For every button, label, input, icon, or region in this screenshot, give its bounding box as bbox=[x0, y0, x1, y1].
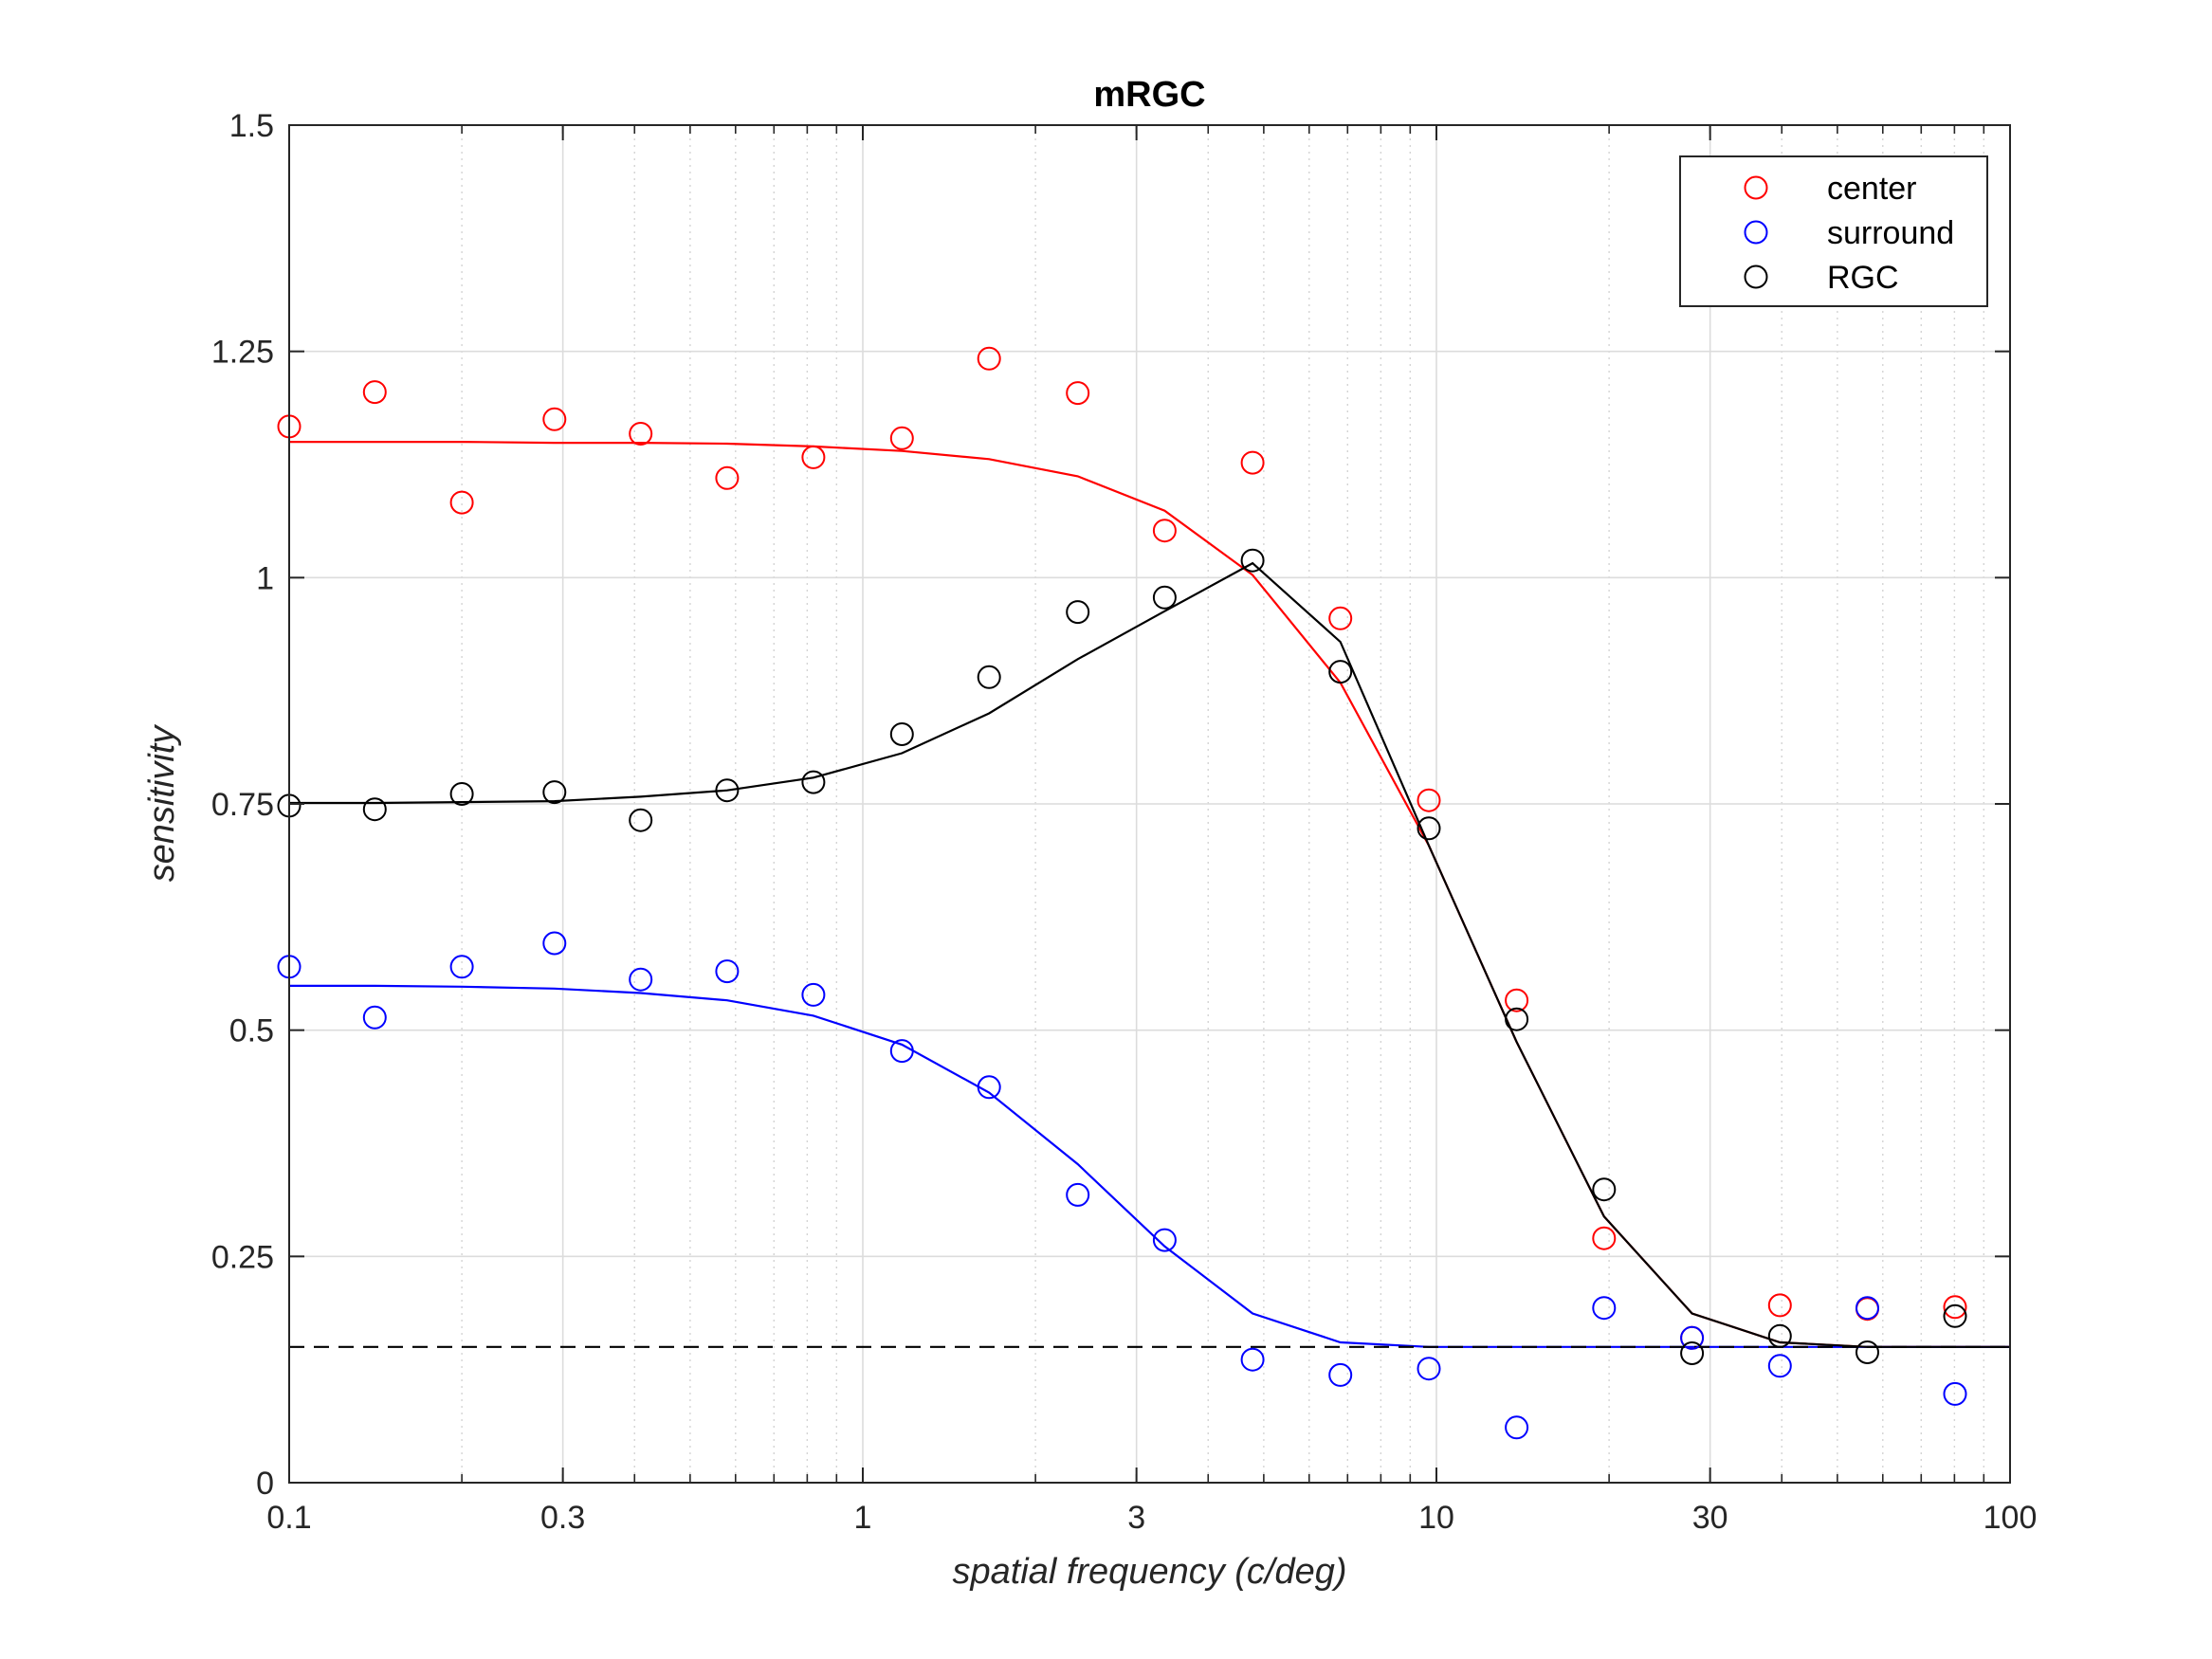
x-tick-label: 30 bbox=[1692, 1500, 1728, 1536]
axis-ticks: 0.1 0.3 1 3 10 30 100 0 0.25 0.5 0.75 1 1.25 1.5 bbox=[211, 108, 2038, 1536]
marker-surround bbox=[1505, 1415, 1529, 1440]
marker-surround bbox=[449, 955, 474, 979]
marker-rgc bbox=[1505, 1007, 1529, 1031]
marker-surround bbox=[542, 931, 567, 956]
marker-rgc bbox=[1592, 1177, 1617, 1202]
legend-box bbox=[1679, 155, 1988, 307]
marker-rgc bbox=[977, 665, 1001, 689]
marker-center bbox=[362, 380, 387, 405]
marker-surround bbox=[1592, 1296, 1617, 1321]
fit-curve-rgc bbox=[289, 561, 2010, 1348]
marker-center bbox=[977, 346, 1001, 371]
marker-surround bbox=[1943, 1381, 1967, 1406]
marker-surround bbox=[1417, 1357, 1441, 1381]
legend-marker-surround bbox=[1744, 220, 1768, 245]
x-tick-label: 100 bbox=[1983, 1500, 2038, 1536]
marker-center bbox=[542, 407, 567, 431]
marker-surround bbox=[362, 1005, 387, 1030]
y-tick-label: 0.25 bbox=[211, 1239, 274, 1275]
marker-rgc bbox=[1152, 585, 1177, 610]
x-tick-label: 0.1 bbox=[266, 1500, 311, 1536]
marker-center bbox=[1505, 988, 1529, 1012]
grid bbox=[289, 125, 2010, 1483]
marker-rgc bbox=[542, 780, 567, 805]
x-tick-label: 1 bbox=[854, 1500, 872, 1536]
marker-surround bbox=[1856, 1296, 1879, 1321]
marker-rgc bbox=[1066, 600, 1090, 625]
marker-rgc bbox=[801, 770, 826, 794]
marker-center bbox=[1240, 450, 1265, 475]
y-tick-label: 1 bbox=[256, 560, 274, 596]
legend-label-center: center bbox=[1827, 171, 1917, 207]
marker-surround bbox=[977, 1075, 1001, 1100]
legend-label-rgc: RGC bbox=[1827, 260, 1899, 296]
marker-center bbox=[1328, 606, 1353, 630]
y-tick-label: 0.75 bbox=[211, 787, 274, 823]
legend-label-surround: surround bbox=[1827, 215, 1954, 251]
x-tick-label: 10 bbox=[1418, 1500, 1454, 1536]
marker-center bbox=[449, 490, 474, 515]
marker-rgc bbox=[1417, 816, 1441, 841]
x-axis-label: spatial frequency (c/deg) bbox=[952, 1552, 1346, 1592]
y-axis-label: sensitivity bbox=[142, 724, 182, 883]
marker-surround bbox=[889, 1039, 914, 1064]
marker-rgc bbox=[362, 797, 387, 822]
marker-rgc bbox=[1680, 1341, 1705, 1365]
marker-surround bbox=[1328, 1362, 1353, 1387]
marker-center bbox=[715, 465, 740, 490]
marker-surround bbox=[1767, 1354, 1792, 1378]
y-tick-label: 1.25 bbox=[211, 335, 274, 371]
y-tick-label: 0 bbox=[256, 1466, 274, 1502]
marker-center bbox=[889, 426, 914, 450]
marker-surround bbox=[629, 967, 653, 992]
marker-center bbox=[801, 445, 826, 469]
marker-rgc bbox=[889, 722, 914, 746]
marker-rgc bbox=[449, 782, 474, 806]
marker-rgc bbox=[1943, 1304, 1967, 1328]
marker-rgc bbox=[1240, 548, 1265, 573]
x-tick-label: 0.3 bbox=[540, 1500, 585, 1536]
y-tick-label: 1.5 bbox=[229, 108, 274, 144]
marker-surround bbox=[715, 959, 740, 984]
legend-marker-center bbox=[1744, 175, 1768, 200]
data-markers bbox=[277, 346, 1967, 1440]
marker-rgc bbox=[1767, 1323, 1792, 1348]
marker-center bbox=[1592, 1226, 1617, 1250]
marker-surround bbox=[1152, 1228, 1177, 1252]
marker-rgc bbox=[715, 778, 740, 803]
marker-center bbox=[1152, 519, 1177, 543]
marker-center bbox=[1767, 1293, 1792, 1318]
marker-surround bbox=[1240, 1347, 1265, 1372]
x-tick-label: 3 bbox=[1127, 1500, 1145, 1536]
marker-center bbox=[1417, 788, 1441, 812]
marker-rgc bbox=[1328, 660, 1353, 684]
marker-surround bbox=[801, 982, 826, 1007]
marker-center bbox=[1066, 381, 1090, 406]
marker-center bbox=[629, 422, 653, 446]
marker-center bbox=[1943, 1295, 1967, 1320]
y-tick-label: 0.5 bbox=[229, 1013, 274, 1049]
marker-rgc bbox=[1856, 1340, 1879, 1364]
marker-rgc bbox=[629, 808, 653, 832]
legend-marker-rgc bbox=[1744, 264, 1768, 289]
marker-surround bbox=[1680, 1325, 1705, 1350]
legend: center surround RGC bbox=[1679, 155, 1988, 307]
chart-title: mRGC bbox=[1093, 75, 1205, 115]
marker-surround bbox=[1066, 1182, 1090, 1207]
